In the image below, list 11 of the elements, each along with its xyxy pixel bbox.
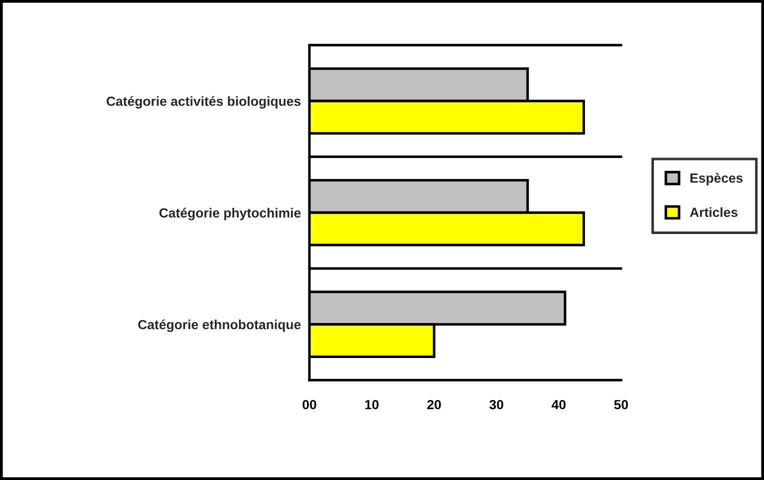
y-tick-label: Catégorie ethnobotanique (138, 319, 301, 332)
legend-label: Articles (690, 207, 738, 217)
x-tick-label: 10 (365, 400, 379, 410)
x-tick-label: 50 (614, 400, 628, 410)
y-tick-label: Catégorie phytochimie (159, 208, 301, 220)
legend-label: Espèces (690, 172, 743, 186)
x-tick-label: 00 (302, 400, 316, 410)
x-tick-label: 30 (489, 400, 504, 410)
x-tick-label: 40 (552, 400, 566, 410)
y-tick-label: Catégorie activités biologiques (106, 96, 301, 109)
x-tick-label: 20 (427, 400, 441, 410)
